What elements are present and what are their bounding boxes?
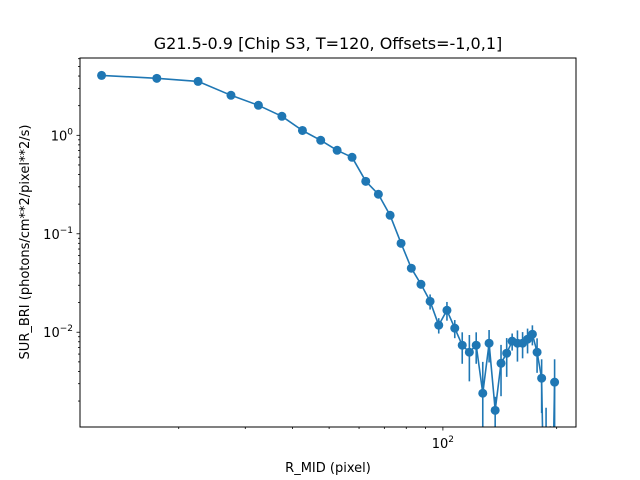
y-tick-label-exponent: −1 <box>60 226 73 236</box>
data-point <box>502 348 512 358</box>
data-point <box>361 176 371 186</box>
data-point <box>425 296 435 306</box>
data-point <box>550 377 560 387</box>
y-tick-label-base: 10 <box>43 228 60 243</box>
plot-frame <box>79 57 577 428</box>
y-axis-label: SUR_BRI (photons/cm**2/pixel**2/s) <box>18 125 33 360</box>
data-point <box>527 329 537 339</box>
data-point <box>297 125 307 135</box>
data-point <box>406 263 416 273</box>
y-tick-label: 10−2 <box>43 324 73 341</box>
y-tick-label-exponent: −2 <box>60 324 73 334</box>
data-point <box>332 145 342 155</box>
data-point <box>385 210 395 220</box>
y-tick-label-exponent: 0 <box>67 127 73 137</box>
data-point <box>316 135 326 145</box>
data-point <box>471 340 481 350</box>
data-point <box>193 76 203 86</box>
data-point <box>97 70 107 80</box>
data-point <box>450 323 460 333</box>
data-point <box>484 338 494 348</box>
chart-title: G21.5-0.9 [Chip S3, T=120, Offsets=-1,0,… <box>154 34 503 53</box>
data-point <box>226 90 236 100</box>
data-point <box>457 340 467 350</box>
y-tick-label-base: 10 <box>43 326 60 341</box>
data-point <box>478 388 488 398</box>
data-point <box>373 189 383 199</box>
data-point <box>537 373 547 383</box>
y-tick-label: 100 <box>51 127 74 144</box>
data-point <box>253 100 263 110</box>
data-point <box>532 347 542 357</box>
x-tick-label-exponent: 2 <box>448 435 454 445</box>
data-point <box>434 320 444 330</box>
x-tick-label: 102 <box>432 435 454 452</box>
data-point <box>464 347 474 357</box>
data-point <box>396 238 406 248</box>
data-point <box>416 279 426 289</box>
x-tick-label-base: 10 <box>432 437 449 452</box>
data-series <box>97 70 560 427</box>
data-point <box>496 358 506 368</box>
series-line <box>101 74 556 427</box>
data-point <box>152 73 162 83</box>
data-point <box>442 305 452 315</box>
x-axis-label: R_MID (pixel) <box>285 461 371 476</box>
data-point <box>277 111 287 121</box>
y-tick-label: 10−1 <box>43 226 73 243</box>
data-point <box>347 152 357 162</box>
data-point <box>490 405 500 415</box>
y-tick-label-base: 10 <box>51 129 68 144</box>
